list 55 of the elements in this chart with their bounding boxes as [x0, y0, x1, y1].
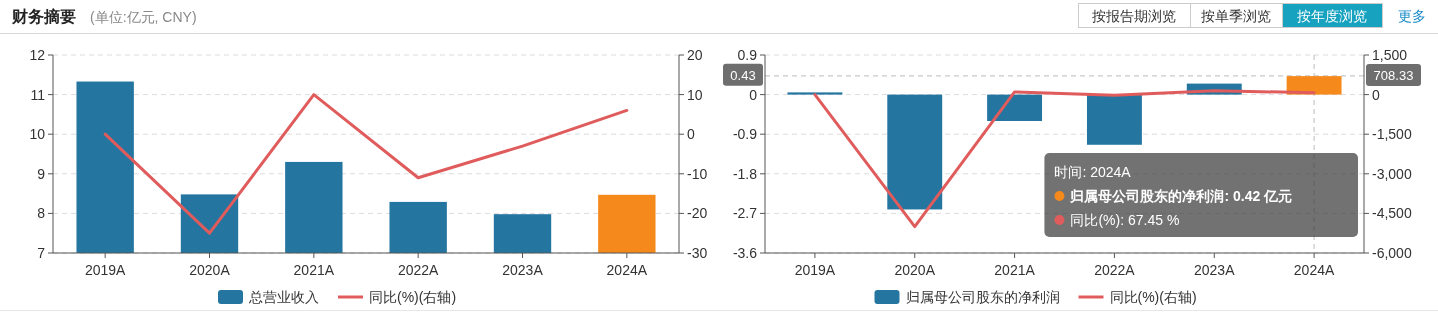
y2-tick-label: -10	[687, 165, 708, 182]
x-tick-label: 2019A	[794, 262, 836, 278]
x-tick-label: 2022A	[397, 262, 440, 278]
annotation: 时间: 2024A	[1054, 164, 1132, 180]
x-tick-label: 2021A	[293, 262, 335, 278]
y2-tick-label: -6,000	[1372, 245, 1412, 261]
y-tick-label: -0.9	[732, 126, 758, 143]
annotation: 同比(%): 67.45 %	[1070, 212, 1180, 228]
y-tick-label: -1.8	[732, 165, 758, 182]
y-tick-label: 10	[29, 126, 46, 143]
legend-label: 总营业收入	[248, 289, 319, 305]
y-tick-label: 0.9	[737, 47, 758, 63]
y-tick-label: 0	[749, 86, 758, 103]
y-tick-label: -2.7	[732, 205, 758, 222]
y-tick-label: 8	[37, 205, 46, 222]
annotation: 0.43	[730, 67, 756, 83]
legend-label: 同比(%)(右轴)	[369, 289, 457, 305]
chart-subtitle: (单位:亿元, CNY)	[90, 9, 197, 25]
y2-tick-label: 0	[687, 126, 695, 143]
x-tick-label: 2024A	[1293, 262, 1335, 278]
y2-tick-label: -4,500	[1372, 205, 1412, 222]
y-tick-label: 11	[30, 86, 46, 103]
y2-tick-label: 0	[1372, 86, 1380, 103]
y-tick-label: 12	[29, 47, 46, 63]
y-tick-label: 9	[37, 165, 46, 182]
x-tick-label: 2023A	[1194, 262, 1236, 278]
line-series	[813, 89, 1316, 229]
x-tick-label: 2020A	[189, 262, 231, 278]
bar	[987, 94, 1043, 121]
x-tick-label: 2023A	[502, 262, 544, 278]
legend-label: 归属母公司股东的净利润	[905, 289, 1060, 305]
y2-tick-label: 20	[687, 47, 703, 63]
x-tick-label: 2022A	[1094, 262, 1136, 278]
bar	[787, 92, 843, 95]
x-tick-label: 2020A	[894, 262, 936, 278]
y2-tick-label: -1,500	[1372, 126, 1412, 143]
y-tick-label: 7	[37, 245, 46, 261]
y2-tick-label: 10	[687, 86, 703, 103]
bar	[887, 94, 943, 210]
bar	[1086, 94, 1142, 145]
legend-label: 同比(%)(右轴)	[1109, 289, 1197, 305]
tooltip: 时间: 2024A 归属母公司股东的净利润: 0.42 亿元 同比(%): 67.45 %	[1044, 153, 1358, 237]
y2-tick-label: -30	[687, 245, 708, 261]
bar	[1286, 76, 1342, 95]
y2-tick-label: -20	[687, 205, 708, 222]
x-tick-label: 2024A	[606, 262, 648, 278]
y-tick-label: -3.6	[732, 245, 758, 261]
line-series	[103, 93, 629, 235]
chart-title: 财务摘要	[11, 8, 76, 25]
ref-line-label: 708.33	[1373, 67, 1414, 83]
y2-tick-label: 1,500	[1372, 47, 1408, 63]
annotation: 归属母公司股东的净利润: 0.42 亿元	[1069, 188, 1293, 204]
x-tick-label: 2019A	[84, 262, 127, 278]
x-tick-label: 2021A	[994, 262, 1036, 278]
y2-tick-label: -3,000	[1372, 165, 1412, 182]
